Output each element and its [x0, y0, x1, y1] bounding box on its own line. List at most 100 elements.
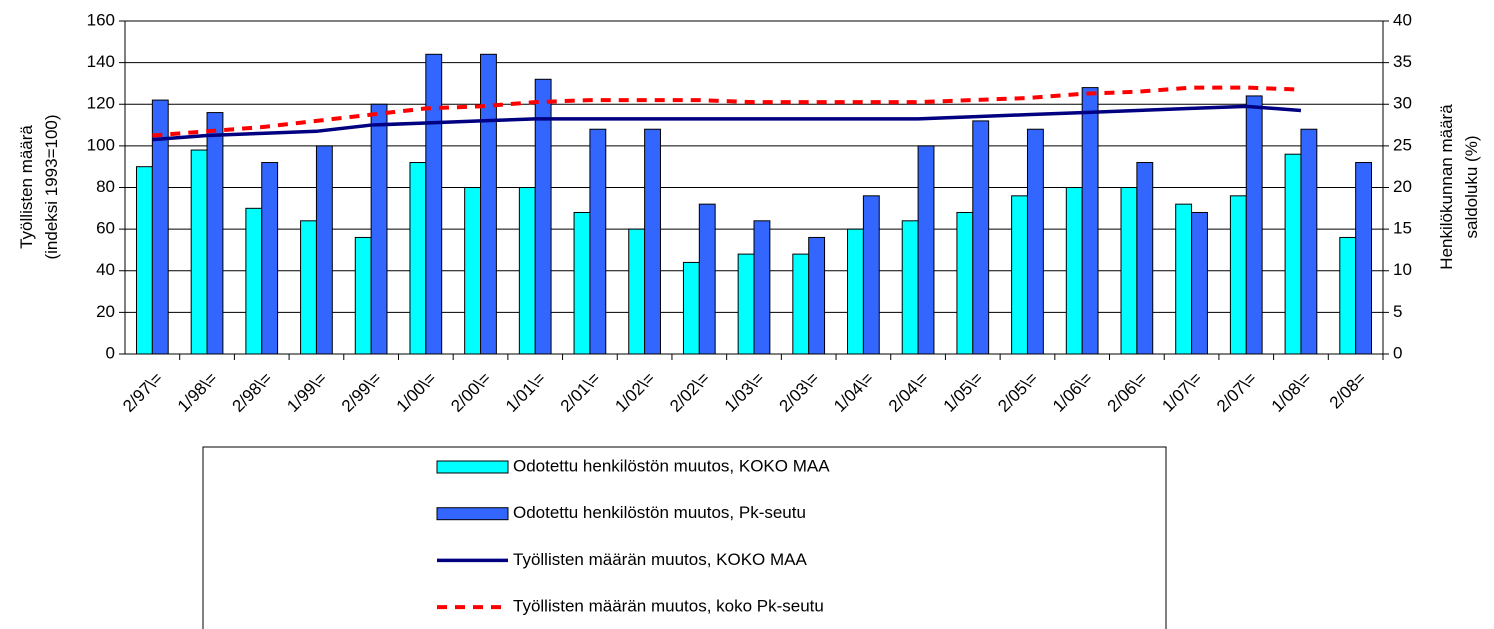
- bar: [573, 211, 591, 355]
- x-tick-label: 2/01\=: [557, 369, 604, 416]
- legend-label: Odotettu henkilöstön muutos, Pk-seutu: [513, 503, 806, 522]
- legend-label: Työllisten määrän muutos, KOKO MAA: [513, 550, 807, 569]
- bar: [300, 220, 317, 355]
- bar: [972, 120, 990, 355]
- x-tick-label: 1/01\=: [502, 369, 549, 416]
- bar: [425, 53, 443, 355]
- x-tick-label: 1/00\=: [393, 369, 440, 416]
- y-tick-label: 100: [87, 135, 115, 154]
- x-tick-label: 2/03\=: [775, 369, 822, 416]
- bar: [1081, 87, 1099, 355]
- y-tick-label: 80: [96, 177, 115, 196]
- bar: [354, 236, 372, 355]
- x-tick-label: 2/02\=: [666, 369, 713, 416]
- y2-tick-label: 40: [1393, 10, 1412, 29]
- bar: [1065, 187, 1083, 355]
- legend-swatch: [436, 507, 509, 521]
- bar: [518, 187, 536, 355]
- x-tick-label: 1/06\=: [1049, 369, 1096, 416]
- line: [152, 104, 1302, 142]
- bar: [808, 236, 826, 355]
- x-tick-label: 2/07\=: [1213, 369, 1260, 416]
- bar: [151, 99, 169, 355]
- y2-tick-label: 10: [1393, 260, 1412, 279]
- bar: [1191, 211, 1208, 355]
- x-tick-label: 1/08\=: [1268, 369, 1315, 416]
- bar: [956, 211, 974, 355]
- y-tick-label: 40: [96, 260, 115, 279]
- x-tick-label: 2/05\=: [994, 369, 1041, 416]
- y2-tick-label: 30: [1393, 94, 1412, 113]
- legend-label: Odotettu henkilöstön muutos, KOKO MAA: [513, 456, 830, 475]
- legend-swatch: [436, 460, 509, 474]
- bar: [1339, 236, 1357, 355]
- x-tick-label: 2/99\=: [338, 369, 385, 416]
- y-axis-title-line: (indeksi 1993=100): [42, 114, 61, 259]
- bar: [628, 228, 646, 355]
- bar: [1026, 128, 1044, 355]
- x-tick-label: 1/07\=: [1158, 369, 1205, 416]
- legend-box: [202, 446, 1167, 629]
- bar: [698, 203, 716, 355]
- y-tick-label: 20: [96, 302, 115, 321]
- bar: [1284, 153, 1302, 355]
- y2-axis-title-line: saldoluku (%): [1462, 136, 1481, 239]
- x-tick-label: 2/04\=: [885, 369, 932, 416]
- bar: [370, 103, 388, 355]
- bar: [190, 149, 208, 355]
- bar: [792, 253, 810, 355]
- y-tick-label: 60: [96, 219, 115, 238]
- x-tick-label: 2/98\=: [229, 369, 276, 416]
- bar: [534, 78, 552, 355]
- bar: [409, 162, 427, 355]
- y-axis-title: Työllisten määrä (indeksi 1993=100): [17, 114, 61, 259]
- line: [152, 85, 1302, 138]
- bar: [464, 187, 482, 355]
- bar: [644, 128, 661, 355]
- bar: [135, 166, 153, 355]
- bar: [1136, 162, 1154, 355]
- bar: [1229, 195, 1247, 355]
- x-tick-label: 2/06\=: [1104, 369, 1151, 416]
- bar: [261, 162, 279, 355]
- bar: [315, 145, 333, 355]
- x-tick-label: 2/97\=: [119, 369, 166, 416]
- y-tick-label: 140: [87, 52, 115, 71]
- y2-tick-label: 0: [1393, 343, 1402, 362]
- x-tick-label: 1/03\=: [721, 369, 768, 416]
- x-tick-label: 2/08=: [1326, 369, 1370, 413]
- bar: [206, 112, 224, 355]
- y2-axis-title: Henkilökunnan määrä saldoluku (%): [1437, 104, 1481, 270]
- y-tick-label: 120: [87, 94, 115, 113]
- bar: [753, 220, 771, 355]
- legend-label: Työllisten määrän muutos, koko Pk-seutu: [513, 597, 824, 616]
- bar: [682, 261, 700, 355]
- bar: [245, 207, 263, 355]
- x-tick-label: 1/05\=: [940, 369, 987, 416]
- x-tick-label: 1/98\=: [174, 369, 221, 416]
- x-tick-label: 2/00\=: [447, 369, 494, 416]
- bar: [480, 53, 497, 355]
- y-tick-label: 0: [106, 343, 115, 362]
- bar: [1300, 128, 1318, 355]
- bar: [917, 145, 935, 355]
- y-tick-label: 160: [87, 10, 115, 29]
- bar: [1120, 187, 1138, 355]
- x-tick-label: 1/04\=: [830, 369, 877, 416]
- y2-tick-label: 15: [1393, 219, 1412, 238]
- bar: [901, 220, 919, 355]
- bar: [1175, 203, 1193, 355]
- bar: [1245, 95, 1263, 355]
- bar: [589, 128, 607, 355]
- y2-tick-label: 5: [1393, 302, 1402, 321]
- y2-tick-label: 25: [1393, 135, 1412, 154]
- bar: [737, 253, 755, 355]
- y2-tick-label: 35: [1393, 52, 1412, 71]
- bar: [847, 228, 864, 355]
- y2-axis-title-line: Henkilökunnan määrä: [1437, 104, 1456, 270]
- x-tick-label: 1/99\=: [283, 369, 330, 416]
- bar: [1355, 162, 1373, 355]
- y2-tick-label: 20: [1393, 177, 1412, 196]
- bar: [1011, 195, 1028, 355]
